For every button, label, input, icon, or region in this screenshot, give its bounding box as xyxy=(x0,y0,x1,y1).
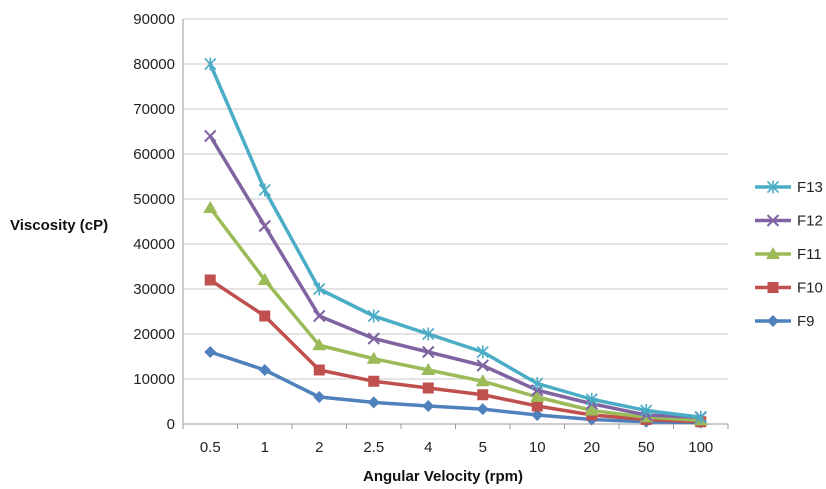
data-point xyxy=(476,359,489,372)
series-line xyxy=(208,135,701,419)
series-lines xyxy=(203,57,708,429)
data-point xyxy=(531,377,544,390)
legend-label: F9 xyxy=(797,313,815,330)
y-tick-label: 10000 xyxy=(133,371,175,388)
data-point xyxy=(204,346,217,358)
data-point xyxy=(204,57,217,71)
x-tick-label: 50 xyxy=(638,439,655,456)
legend-marker xyxy=(766,214,780,227)
x-tick-label: 100 xyxy=(688,439,713,456)
y-tick-label: 40000 xyxy=(133,236,175,253)
data-point xyxy=(531,409,544,421)
series-line xyxy=(208,206,701,423)
x-tick-label: 1 xyxy=(261,439,269,456)
legend-item-f9: F9 xyxy=(755,313,815,330)
data-point xyxy=(530,390,545,402)
x-axis-title: Angular Velocity (rpm) xyxy=(363,468,523,485)
data-point xyxy=(258,183,271,197)
legend-item-f13: F13 xyxy=(755,179,823,196)
gridlines xyxy=(183,18,728,425)
data-point xyxy=(203,201,218,213)
legend-marker xyxy=(767,315,779,327)
y-tick-label: 0 xyxy=(167,416,175,433)
x-tick-label: 20 xyxy=(583,439,600,456)
data-point xyxy=(312,338,327,351)
legend-label: F12 xyxy=(797,213,823,230)
x-tick-label: 4 xyxy=(424,439,432,456)
axes: 0 10000 20000 30000 40000 50000 60000 70000 8000… xyxy=(133,11,729,456)
data-point xyxy=(640,404,653,417)
data-point xyxy=(367,396,380,409)
data-point xyxy=(694,410,707,424)
y-tick-label: 30000 xyxy=(133,281,175,298)
legend: F13 F12 F11 F10 F9 xyxy=(755,179,823,330)
data-point xyxy=(476,403,489,416)
data-point xyxy=(367,332,380,345)
data-point xyxy=(204,274,216,286)
data-point xyxy=(531,400,543,412)
series-line xyxy=(209,350,701,425)
data-point xyxy=(313,391,326,403)
y-tick-label: 90000 xyxy=(133,11,175,28)
data-point xyxy=(422,345,435,359)
legend-item-f11: F11 xyxy=(755,246,822,263)
data-point xyxy=(367,309,380,323)
data-point xyxy=(422,327,435,341)
series-line xyxy=(209,278,701,424)
data-point xyxy=(257,273,272,285)
legend-label: F11 xyxy=(797,246,822,263)
data-point xyxy=(421,363,436,375)
legend-marker xyxy=(766,180,780,194)
legend-marker xyxy=(766,247,780,259)
data-point xyxy=(313,364,325,376)
data-point xyxy=(313,309,326,323)
x-tick-label: 2.5 xyxy=(363,439,384,456)
data-point xyxy=(585,392,598,406)
y-tick-label: 80000 xyxy=(133,56,175,73)
data-point xyxy=(368,375,380,387)
legend-label: F13 xyxy=(797,179,823,196)
data-point xyxy=(258,364,271,376)
x-tick-label: 2 xyxy=(315,439,323,456)
series-f13 xyxy=(204,57,707,424)
data-point xyxy=(475,374,490,387)
x-tick-label: 5 xyxy=(479,439,487,456)
legend-marker xyxy=(767,282,779,293)
data-point xyxy=(258,219,271,233)
y-tick-label: 20000 xyxy=(133,326,175,343)
x-tick-label: 10 xyxy=(529,439,546,456)
data-point xyxy=(477,389,489,401)
legend-label: F10 xyxy=(797,280,823,297)
y-axis-title: Viscosity (cP) xyxy=(10,217,108,234)
data-point xyxy=(422,382,434,394)
y-tick-label: 60000 xyxy=(133,146,175,163)
series-line xyxy=(208,63,701,419)
data-point xyxy=(204,129,217,143)
data-point xyxy=(476,345,489,359)
x-tick-label: 0.5 xyxy=(200,439,221,456)
data-point xyxy=(259,310,271,322)
y-tick-label: 50000 xyxy=(133,191,175,208)
data-point xyxy=(313,282,326,296)
data-point xyxy=(584,403,599,416)
y-tick-label: 70000 xyxy=(133,101,175,118)
data-point xyxy=(366,351,381,364)
legend-item-f12: F12 xyxy=(755,213,823,230)
legend-item-f10: F10 xyxy=(755,280,823,297)
data-point xyxy=(422,400,435,412)
